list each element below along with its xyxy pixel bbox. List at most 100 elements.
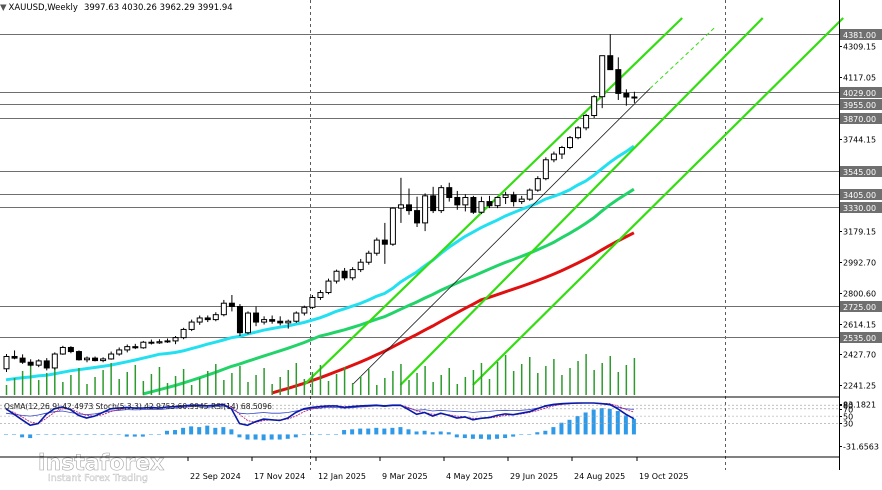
osma-bar	[575, 416, 580, 435]
osma-bar	[60, 434, 65, 435]
candle-up	[285, 320, 292, 324]
osma-bar	[189, 426, 194, 435]
osma-bar	[430, 432, 435, 435]
price-tick-label-0: 4309.15	[843, 43, 876, 52]
osma-bar	[132, 434, 137, 437]
candle-up	[59, 346, 66, 355]
osma-bar	[511, 434, 516, 437]
candle-down	[414, 210, 421, 224]
channel-lower-line	[399, 17, 764, 386]
time-label-1: 17 Nov 2024	[254, 472, 305, 481]
osma-bar	[543, 430, 548, 435]
osma-bar	[237, 434, 242, 438]
candle-up	[108, 353, 115, 360]
level-label-0: 4381.00	[843, 31, 876, 40]
candle-down	[623, 92, 630, 98]
osma-bar	[495, 434, 500, 439]
candle-up	[518, 198, 525, 203]
level-box-1	[840, 87, 882, 98]
price-tick-label-5: 2800.60	[843, 290, 876, 299]
osma-bar	[20, 434, 25, 438]
candle-down	[204, 317, 211, 321]
osma-bar	[382, 428, 387, 435]
osma-bar	[253, 434, 258, 440]
osma-bar	[551, 427, 556, 435]
osma-bar	[422, 430, 427, 435]
level-label-2: 3955.00	[843, 101, 876, 110]
level-label-1: 4029.00	[843, 89, 876, 98]
candle-up	[124, 346, 131, 351]
channel-median-line	[351, 88, 651, 386]
candle-up	[325, 280, 332, 294]
candle-up	[478, 201, 485, 213]
candle-up	[100, 358, 107, 362]
osma-bar	[454, 434, 459, 438]
indicator-tick-label-4: 30	[843, 420, 853, 429]
osma-bar	[470, 434, 475, 439]
candle-down	[19, 357, 26, 363]
candle-up	[84, 357, 90, 361]
candle-up	[599, 55, 606, 98]
candle-up	[293, 312, 300, 322]
level-box-5	[840, 189, 882, 200]
indicator-tick-label-2: 70	[843, 406, 853, 415]
osma-bar	[462, 434, 467, 439]
candle-up	[156, 341, 163, 344]
osma-bar	[487, 434, 491, 440]
osma-bar	[100, 434, 105, 435]
time-label-5: 29 Jun 2025	[510, 472, 558, 481]
instaforex-logo-core	[17, 459, 27, 469]
candle-down	[132, 346, 139, 349]
candle-up	[422, 195, 429, 224]
osma-bar	[406, 429, 411, 435]
candle-up	[172, 337, 179, 342]
instaforex-logo-icon	[9, 451, 35, 477]
osma-bar	[503, 434, 508, 439]
candle-up	[261, 319, 268, 323]
level-label-5: 3405.00	[843, 191, 876, 200]
price-tick-label-2: 3744.15	[843, 136, 876, 145]
osma-bar	[36, 434, 41, 435]
candle-down	[470, 196, 477, 213]
osma-bar	[599, 408, 604, 435]
osma-bar	[269, 434, 274, 440]
candles	[3, 34, 638, 373]
time-label-2: 12 Jan 2025	[318, 472, 366, 481]
candle-up	[550, 153, 557, 161]
candle-up	[357, 261, 364, 271]
candle-up	[591, 96, 598, 117]
osma-bar	[334, 434, 339, 435]
price-tick-label-4: 2992.70	[843, 259, 876, 268]
osma-bar	[446, 432, 451, 435]
header-backdrop	[0, 0, 261, 14]
level-labels: 4381.00 4029.00 3955.00 3870.00 3545.00 3405.…	[840, 29, 882, 343]
candle-down	[269, 319, 276, 322]
candle-down	[228, 302, 235, 307]
candle-up	[164, 340, 171, 343]
price-tick-label-7: 2427.70	[843, 351, 876, 360]
candle-up	[349, 269, 356, 279]
candle-down	[75, 351, 82, 361]
price-tick-label-8: 2241.25	[843, 382, 876, 391]
candle-up	[373, 239, 380, 254]
osma-bar	[76, 434, 81, 435]
level-label-4: 3545.00	[843, 168, 876, 177]
candle-down	[607, 55, 614, 71]
osma-bar	[116, 434, 121, 435]
candle-down	[92, 357, 99, 362]
price-axis: 4309.15 4117.05 3744.15 3179.15 2992.70 2800.…	[839, 43, 876, 391]
candle-up	[583, 115, 590, 129]
candle-down	[67, 346, 74, 353]
candle-up	[309, 296, 316, 308]
osma-bar	[52, 434, 57, 435]
ohlc-label: 3997.63 4030.26 3962.29 3991.94	[84, 3, 233, 13]
candle-up	[534, 178, 541, 191]
osma-bar	[293, 434, 298, 438]
osma-bar	[205, 425, 210, 435]
candle-up	[494, 196, 501, 207]
candle-down	[341, 270, 348, 279]
osma-bar	[607, 408, 612, 435]
candle-up	[188, 321, 195, 330]
osma-bar	[181, 427, 186, 435]
